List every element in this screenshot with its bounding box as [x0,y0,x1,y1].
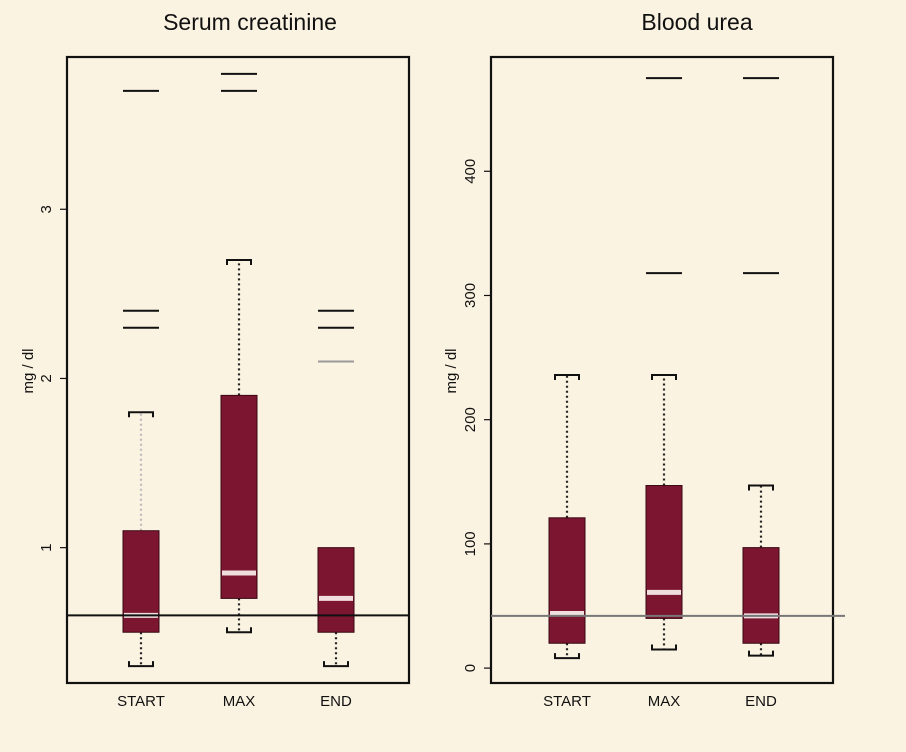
plot-frame [65,55,411,685]
box-end [742,77,780,657]
x-category-label: START [117,693,165,710]
box-body [317,547,355,633]
x-category-label: END [320,693,352,710]
box-end [317,309,355,668]
lower-whisker-cap [554,653,580,660]
x-category-label: MAX [648,693,681,710]
lower-whisker-cap [651,644,677,651]
plot-frame [489,55,835,685]
x-category-label: START [543,693,591,710]
lower-whisker-cap [323,661,349,668]
lower-whisker-cap [128,661,154,668]
box-max [220,72,258,634]
upper-whisker-cap [651,373,677,380]
box-body [645,485,683,619]
box-body [220,394,258,599]
chart-panel-1: Serum creatinine 1 2 3 mg / dl START MAX END [20,9,411,710]
upper-whisker-cap [128,411,154,418]
upper-whisker-cap [748,484,774,491]
chart-title: Blood urea [641,9,752,35]
box-start [548,373,586,660]
lower-whisker-cap [748,650,774,657]
chart-panel-2: Blood urea 0 100 200 300 400 mg / dl START MAX EN… [443,9,845,710]
y-tick-label: 400 [462,159,479,184]
upper-whisker-cap [554,373,580,380]
lower-whisker-cap [226,627,252,634]
box-max [645,77,683,651]
y-tick-label: 300 [462,283,479,308]
box-start [122,89,160,668]
x-category-label: END [745,693,777,710]
y-tick-label: 1 [38,543,55,551]
y-axis-label: mg / dl [20,348,37,393]
y-tick-label: 3 [38,205,55,213]
y-tick-label: 2 [38,374,55,382]
upper-whisker-cap [226,259,252,266]
y-tick-label: 100 [462,531,479,556]
x-category-label: MAX [223,693,256,710]
y-axis-label: mg / dl [443,348,460,393]
y-tick-label: 0 [462,664,479,672]
y-tick-label: 200 [462,407,479,432]
box-body [548,517,586,644]
chart-title: Serum creatinine [163,9,337,35]
box-body [742,547,780,644]
